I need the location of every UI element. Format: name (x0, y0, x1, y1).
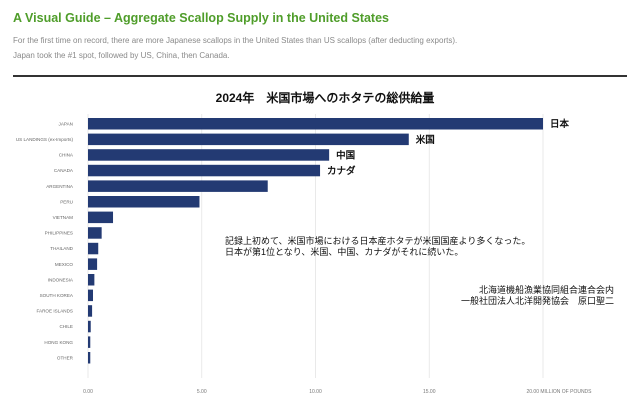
bar-value-label: カナダ (327, 165, 356, 177)
subtitle-line-2: Japan took the #1 spot, followed by US, … (13, 51, 230, 60)
bar (88, 149, 330, 161)
category-label: CANADA (54, 168, 74, 173)
bar (88, 320, 91, 333)
bar (88, 258, 98, 270)
bar (88, 289, 94, 302)
bar (88, 180, 268, 192)
credit-line-1: 北海道機船漁業協同組合連合会内 (479, 284, 614, 295)
bar-layer: JAPAN 日本 US LANDINGS (ex-Imports) 米国 CHINA 中国… (16, 118, 570, 364)
category-label: INDONESIA (48, 277, 74, 282)
category-label: OTHER (57, 355, 74, 360)
category-label: JAPAN (59, 121, 73, 126)
bar (88, 305, 93, 317)
bar (88, 164, 321, 177)
category-label: PERU (60, 199, 73, 204)
x-tick-label: 10.00 (309, 389, 322, 395)
subtitle-line-1: For the first time on record, there are … (13, 36, 458, 45)
bar (88, 336, 91, 348)
header-divider (13, 75, 627, 77)
page-title: A Visual Guide – Aggregate Scallop Suppl… (13, 11, 390, 25)
bar-value-label: 日本 (550, 118, 570, 130)
category-label: PHILIPPINES (45, 231, 73, 236)
bar (88, 227, 102, 239)
category-label: MEXICO (55, 262, 74, 267)
x-tick-label: 0.00 (83, 389, 93, 395)
x-tick-label: 5.00 (197, 389, 207, 395)
bar (88, 133, 409, 146)
category-label: CHINA (59, 153, 74, 158)
bar-value-label: 米国 (415, 134, 435, 146)
credit-line-2: 一般社団法人北洋開発協会 原口聖二 (461, 295, 614, 306)
bar (88, 196, 200, 208)
bar (88, 242, 99, 255)
category-label: CHILE (59, 324, 73, 329)
category-label: VIETNAM (53, 215, 74, 220)
x-tick-label: 20.00 MILLION OF POUNDS (526, 389, 592, 395)
category-label: US LANDINGS (ex-Imports) (16, 137, 74, 142)
category-label: ARGENTINA (46, 184, 74, 189)
annotation-line-2: 日本が第1位となり、米国、中国、カナダがそれに続いた。 (225, 246, 463, 257)
bar (88, 118, 543, 130)
chart-title: 2024年 米国市場へのホタテの総供給量 (216, 90, 435, 105)
category-label: THAILAND (50, 246, 73, 251)
category-label: SOUTH KOREA (40, 293, 74, 298)
annotation-line-1: 記録上初めて、米国市場における日本産ホタテが米国国産より多くなった。 (225, 235, 530, 246)
x-tick-label: 15.00 (423, 389, 436, 395)
category-label: FAROE ISLANDS (36, 309, 73, 314)
bar (88, 211, 114, 224)
bar-value-label: 中国 (336, 149, 355, 161)
category-label: HONG KONG (44, 340, 73, 345)
bar (88, 352, 91, 364)
bar (88, 274, 95, 286)
